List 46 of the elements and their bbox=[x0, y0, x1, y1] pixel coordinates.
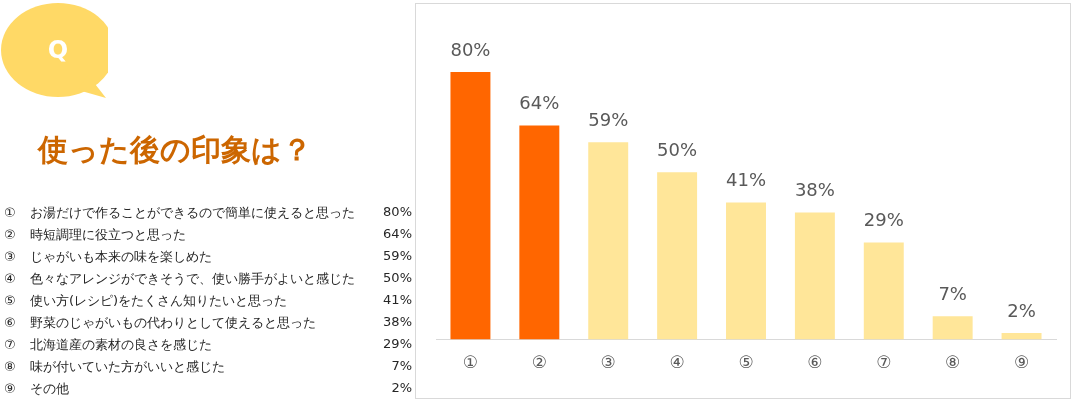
text: 59% bbox=[383, 248, 412, 263]
data-label: 38% bbox=[794, 179, 835, 201]
text: 使い方(レシピ)をたくさん知りたいと思った bbox=[30, 293, 288, 308]
data-label: 64% bbox=[519, 92, 560, 114]
x-tick-label: ④ bbox=[669, 352, 685, 373]
x-tick-label: ⑦ bbox=[876, 352, 892, 373]
text: 64% bbox=[383, 226, 412, 241]
data-label: 2% bbox=[1007, 299, 1036, 321]
text: じゃがいも本来の味を楽しめた bbox=[30, 249, 212, 264]
x-tick-label: ⑨ bbox=[1013, 352, 1030, 373]
data-label: 41% bbox=[725, 169, 767, 191]
text: お湯だけで作ることができるので簡単に使えると思った bbox=[30, 205, 355, 220]
text: 80% bbox=[383, 204, 412, 219]
text: 38% bbox=[383, 314, 412, 329]
data-label: 59% bbox=[588, 108, 629, 130]
data-label: 29% bbox=[863, 209, 904, 231]
x-tick-label: ⑥ bbox=[807, 352, 823, 373]
text: 北海道産の素材の良さを感じた bbox=[30, 337, 212, 352]
data-label: 80% bbox=[450, 38, 491, 60]
category-label: ③ bbox=[4, 249, 16, 264]
category-label: ② bbox=[4, 227, 16, 242]
text: 2% bbox=[391, 380, 412, 395]
data-label: 50% bbox=[657, 139, 698, 161]
x-tick-label: ⑤ bbox=[738, 352, 754, 373]
category-label: ⑦ bbox=[4, 337, 16, 352]
text: 野菜のじゃがいもの代わりとして使えると思った bbox=[30, 315, 316, 330]
data-label: 7% bbox=[938, 282, 967, 304]
text: 29% bbox=[383, 336, 412, 351]
text: 色々なアレンジができそうで、使い勝手がよいと感じた bbox=[30, 271, 355, 286]
category-label: ⑥ bbox=[4, 315, 16, 330]
text: 時短調理に役立つと思った bbox=[30, 227, 186, 242]
text: Q bbox=[46, 36, 70, 64]
x-tick-label: ① bbox=[462, 352, 479, 373]
text: 7% bbox=[391, 358, 412, 373]
text: その他 bbox=[30, 381, 69, 396]
x-tick-label: ② bbox=[531, 352, 547, 373]
text: 41% bbox=[383, 292, 412, 307]
category-label: ④ bbox=[4, 271, 16, 286]
x-tick-label: ③ bbox=[600, 352, 616, 373]
x-tick-label: ⑧ bbox=[945, 352, 961, 373]
category-label: ⑨ bbox=[4, 381, 16, 396]
text: 使った後の印象は？ bbox=[38, 131, 312, 169]
text: 味が付いていた方がいいと感じた bbox=[30, 359, 225, 374]
category-label: ① bbox=[4, 205, 16, 220]
category-label: ⑤ bbox=[4, 293, 16, 308]
text: 50% bbox=[383, 270, 412, 285]
